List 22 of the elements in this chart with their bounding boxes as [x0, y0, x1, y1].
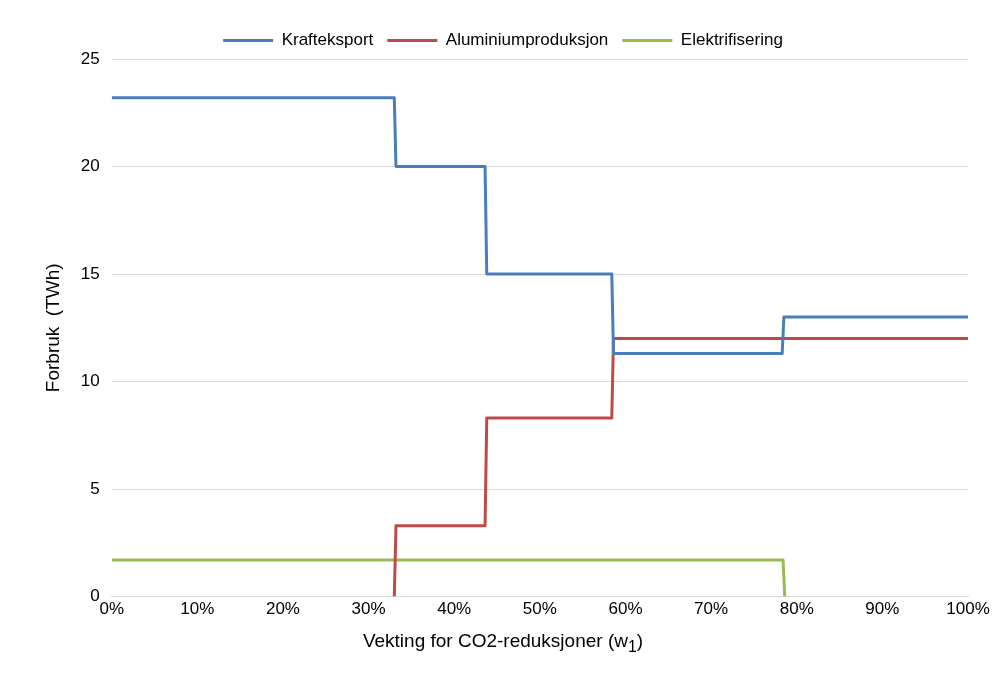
y-tick-label: 0 — [90, 586, 100, 606]
x-tick-label: 70% — [694, 599, 729, 619]
legend-label: Aluminiumproduksjon — [445, 30, 609, 50]
x-tick-label: 30% — [351, 599, 386, 619]
y-tick-label: 25 — [80, 48, 100, 68]
x-tick-label: 0% — [99, 599, 124, 619]
x-tick-label: 80% — [779, 599, 814, 619]
x-tick-label: 50% — [522, 599, 557, 619]
y-tick-label: 10 — [80, 371, 100, 391]
y-tick-label: 15 — [80, 263, 100, 283]
x-axis-title: Vekting for CO2-reduksjoner (w$_{1}$) — [361, 630, 645, 656]
x-tick-label: 60% — [608, 599, 643, 619]
x-tick-label: 90% — [865, 599, 900, 619]
legend-label: Elektrifisering — [680, 30, 783, 50]
y-axis-title: Forbruk (TWh) — [41, 263, 63, 393]
x-tick-label: 100% — [946, 599, 990, 619]
y-tick-label: 5 — [90, 478, 100, 498]
y-tick-label: 20 — [80, 156, 100, 176]
x-tick-label: 20% — [265, 599, 300, 619]
x-tick-label: 10% — [180, 599, 215, 619]
legend-label: Krafteksport — [281, 30, 374, 50]
x-tick-label: 40% — [437, 599, 472, 619]
